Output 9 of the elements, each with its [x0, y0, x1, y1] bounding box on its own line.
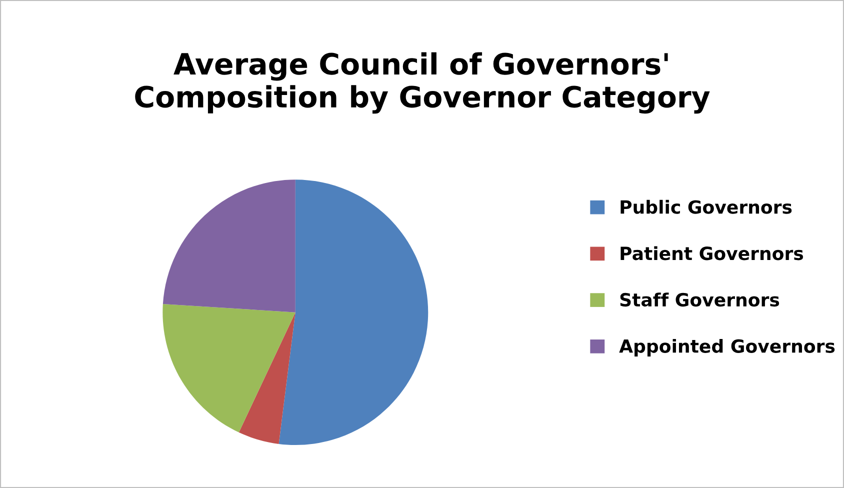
legend-label: Patient Governors [620, 246, 804, 260]
legend-label: Appointed Governors [619, 338, 835, 356]
chart-title: Average Council of Governors' Composition by Governor Category [135, 52, 710, 114]
pie-slice [162, 304, 296, 432]
legend-label: Public Governors [620, 200, 792, 214]
pie-slice [162, 180, 296, 312]
pie-slice [238, 312, 296, 444]
pie-slice [278, 180, 428, 446]
legend-label: Staff Governors [620, 292, 780, 307]
